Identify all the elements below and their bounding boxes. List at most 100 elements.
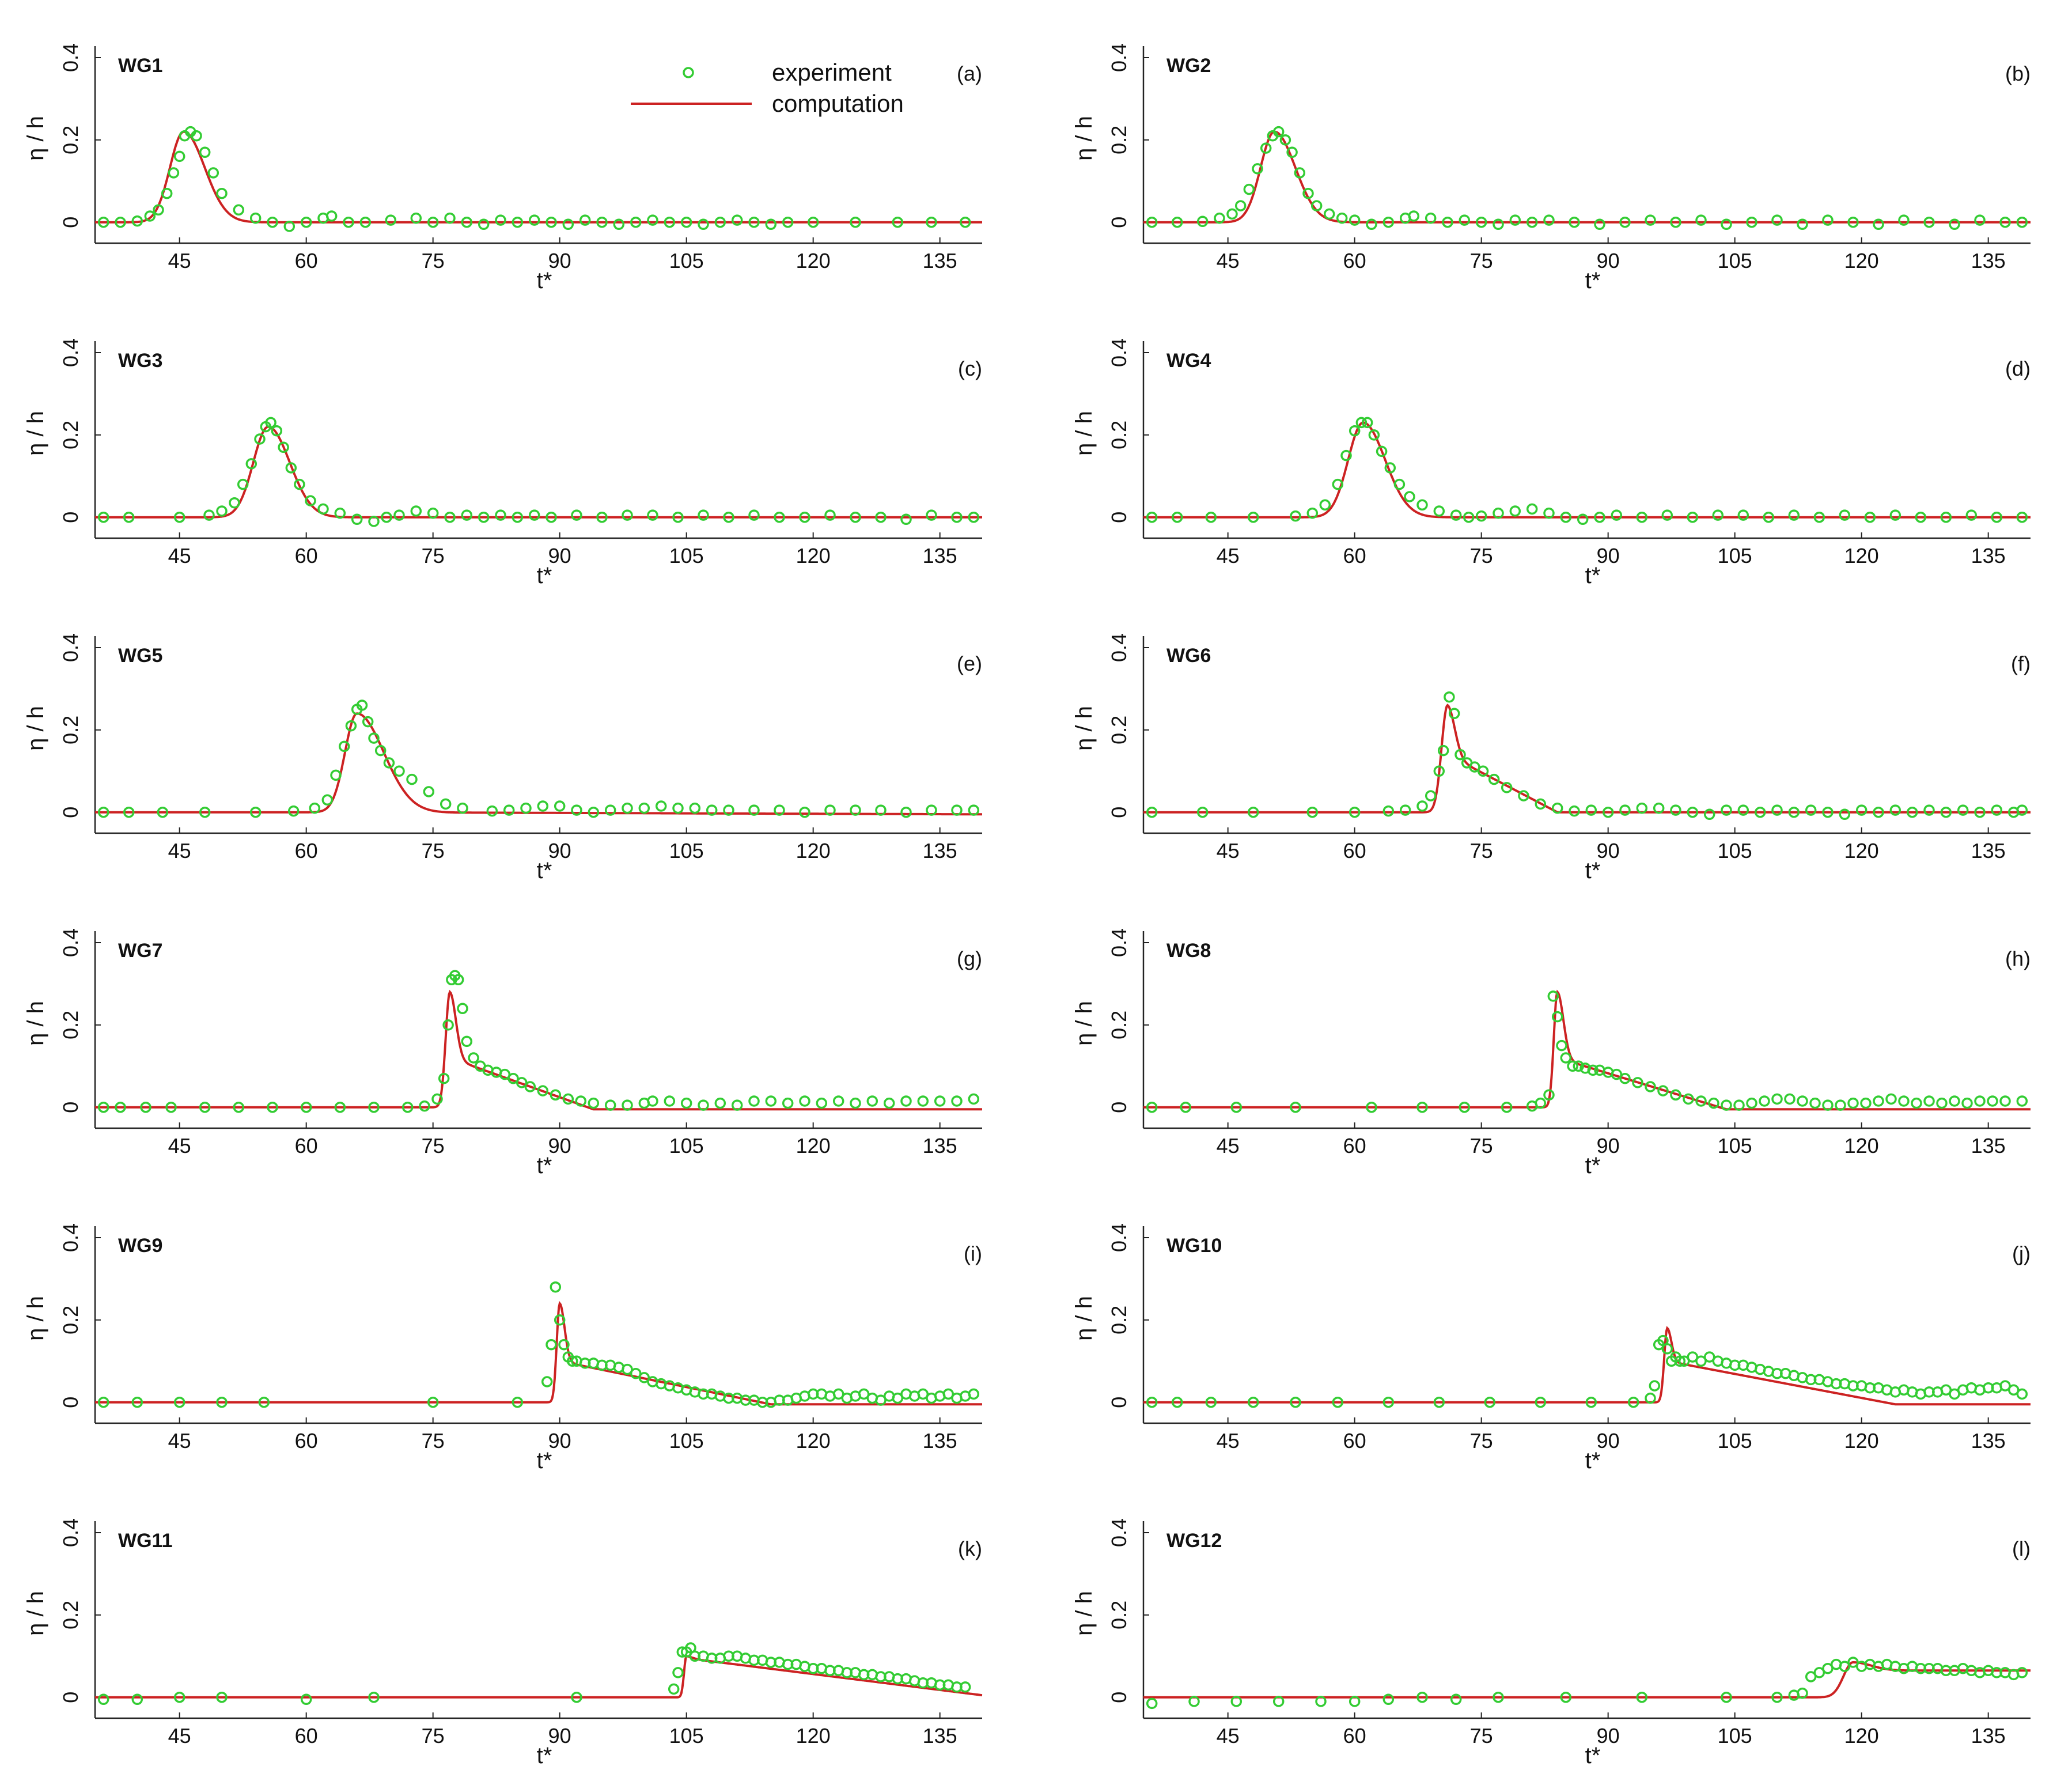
experiment-point [917,1095,929,1107]
experiment-point [638,1372,650,1383]
experiment-point [622,509,633,521]
computation-series-line [1143,130,2031,224]
y-tick-label: 0 [59,1397,82,1408]
panel-wg2: 45 60 75 90 105 120 135 0 0.2 0.4 η / h t* WG2 (b) [1071,43,2031,293]
experiment-point [546,1338,557,1351]
y-axis-label: η / h [23,1296,48,1341]
panel-letter: (a) [957,62,982,85]
experiment-point [647,509,658,521]
x-tick-label: 60 [1343,1724,1366,1748]
experiment-point [438,1072,450,1084]
experiment-point [1526,216,1538,228]
y-tick-label: 0 [1107,807,1131,818]
experiment-point [1488,773,1500,785]
experiment-point [1336,212,1348,224]
experiment-point [457,802,468,814]
x-axis-label: t* [1585,1743,1601,1768]
experiment-point [1171,216,1183,228]
experiment-point [2016,216,2028,228]
experiment-point [900,806,912,818]
experiment-point [1864,511,1876,523]
y-tick-label: 0 [59,217,82,228]
panel-letter: (c) [958,357,982,380]
experiment-point [1661,509,1673,521]
x-tick-label: 105 [1718,1724,1752,1748]
experiment-point [131,215,143,227]
experiment-point [622,1099,633,1111]
experiment-point [1286,146,1298,158]
experiment-point [1382,805,1395,817]
experiment-point [680,216,692,228]
experiment-point [1535,798,1547,810]
experiment-point [1949,1388,1960,1400]
gauge-label: WG12 [1166,1530,1222,1552]
gauge-label: WG4 [1166,350,1211,372]
experiment-point [672,802,684,814]
experiment-point [165,1101,177,1113]
experiment-point [1444,691,1455,703]
experiment-point [1974,1095,1986,1107]
experiment-point [368,516,380,527]
experiment-point [343,216,354,228]
experiment-point [1310,200,1323,211]
experiment-point [1636,511,1648,523]
computation-series-line [95,1300,982,1406]
experiment-point [203,509,215,521]
experiment-point [285,462,297,474]
experiment-point [1999,216,2011,228]
panel-letter: (j) [2012,1242,2031,1265]
computation-series-line [1143,1661,2031,1699]
experiment-point [431,1093,443,1105]
experiment-point [537,800,549,812]
x-tick-label: 45 [1217,1724,1240,1748]
experiment-point [2016,511,2028,523]
x-tick-label: 105 [669,839,704,863]
experiment-point [1746,216,1757,228]
experiment-point [233,1101,245,1113]
experiment-point [1873,1095,1884,1107]
y-tick-label: 0.2 [59,421,82,449]
experiment-point [850,1097,861,1109]
experiment-point [824,804,836,816]
x-tick-label: 120 [796,544,831,568]
experiment-point [478,511,490,523]
experiment-point [1475,216,1487,228]
x-tick-label: 75 [422,249,445,273]
experiment-point [265,417,276,429]
experiment-point [1302,187,1314,199]
x-tick-label: 120 [796,1134,831,1158]
experiment-point [216,1396,228,1408]
experiment-point [1319,499,1331,511]
panel-letter: (f) [2011,652,2031,675]
experiment-point [1416,499,1428,511]
x-tick-label: 135 [923,249,957,273]
experiment-point [1290,1101,1301,1113]
x-tick-label: 120 [796,249,831,273]
x-tick-label: 45 [168,1134,191,1158]
experiment-point [1619,216,1631,228]
experiment-point [2016,804,2028,816]
experiment-point [571,804,582,816]
experiment-point [233,204,245,216]
experiment-point [1196,215,1209,228]
experiment-point [1645,214,1656,226]
experiment-point [168,167,180,179]
experiment-point [321,794,334,806]
experiment-point [558,1338,570,1351]
panel-wg1: 45 60 75 90 105 120 135 0 0.2 0.4 η / h t* WG1 (a) exp… [23,43,982,293]
experiment-point [1556,1039,1567,1052]
x-tick-label: 60 [295,1429,318,1453]
x-tick-label: 45 [1217,544,1240,568]
experiment-point [423,786,435,797]
experiment-point [173,511,185,523]
experiment-point [655,800,667,812]
experiment-point [1797,1095,1808,1107]
experiment-point [1247,1396,1259,1408]
x-axis-label: t* [1585,1448,1601,1473]
experiment-point [1594,511,1605,523]
x-axis-label: t* [537,858,552,883]
experiment-point [528,509,540,521]
experiment-point [427,1396,439,1408]
y-tick-label: 0 [1107,1692,1131,1703]
y-tick-label: 0.2 [59,1601,82,1629]
